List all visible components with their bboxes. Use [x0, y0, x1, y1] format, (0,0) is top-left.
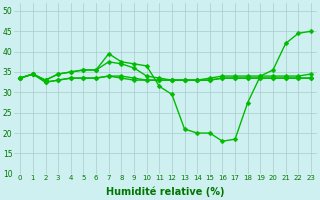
X-axis label: Humidité relative (%): Humidité relative (%) — [106, 187, 225, 197]
